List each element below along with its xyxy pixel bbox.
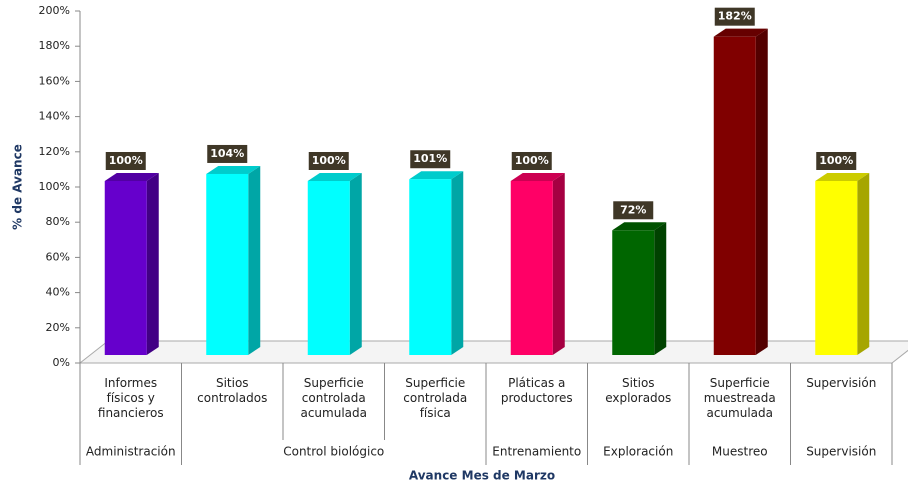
bar bbox=[510, 181, 553, 355]
bar-side bbox=[248, 165, 261, 355]
bar-side bbox=[146, 173, 159, 355]
value-label-box bbox=[511, 152, 552, 170]
bar-top bbox=[612, 222, 667, 231]
y-tick-label: 160% bbox=[39, 74, 70, 87]
x-tick-label-line: física bbox=[420, 406, 451, 420]
x-tick-label-line: acumulada bbox=[706, 406, 773, 420]
bar bbox=[612, 230, 655, 355]
y-tick-label: 80% bbox=[46, 215, 70, 228]
x-tick-label-line: explorados bbox=[605, 391, 671, 405]
x-tick-label-line: Superficie bbox=[405, 376, 465, 390]
y-tick-label: 200% bbox=[39, 4, 70, 17]
value-label: 100% bbox=[515, 154, 549, 167]
bar-top bbox=[815, 173, 870, 181]
bar bbox=[713, 36, 756, 356]
bar bbox=[206, 173, 249, 355]
value-label-box bbox=[714, 7, 755, 26]
bar-side bbox=[451, 171, 464, 355]
x-tick-label: Informes físicos y financieros bbox=[98, 376, 164, 420]
x-tick-label: Superficie controlada física bbox=[403, 376, 467, 420]
bar-top bbox=[713, 28, 768, 37]
x-tick-label: Pláticas a productores bbox=[501, 376, 573, 405]
value-label: 100% bbox=[312, 154, 346, 167]
group-label: Supervisión bbox=[806, 445, 876, 459]
bar-top bbox=[409, 171, 464, 180]
y-tick-label: 20% bbox=[46, 321, 70, 334]
y-tick-label: 40% bbox=[46, 286, 70, 299]
bar bbox=[104, 181, 147, 355]
x-tick-label: Sitios explorados bbox=[605, 376, 671, 405]
value-label: 100% bbox=[109, 154, 143, 167]
value-label-box bbox=[105, 152, 146, 170]
x-tick-label-line: controlados bbox=[197, 391, 267, 405]
value-label: 72% bbox=[620, 203, 646, 216]
value-label: 182% bbox=[718, 10, 752, 23]
floor bbox=[78, 340, 908, 364]
x-tick-label: Supervisión bbox=[806, 376, 876, 390]
x-tick-label-line: muestreada bbox=[704, 391, 776, 405]
y-tick-label: 120% bbox=[39, 145, 70, 158]
y-tick-label: 180% bbox=[39, 39, 70, 52]
bar-side bbox=[349, 173, 362, 355]
value-label: 100% bbox=[819, 154, 853, 167]
x-tick-label-line: financieros bbox=[98, 406, 164, 420]
x-tick-label-line: Pláticas a bbox=[508, 376, 565, 390]
bar-side bbox=[552, 173, 565, 355]
bar bbox=[815, 181, 858, 355]
group-label: Entrenamiento bbox=[492, 445, 581, 459]
bar-side bbox=[654, 222, 667, 355]
x-tick-label-line: controlada bbox=[302, 391, 366, 405]
x-tick-label-line: Sitios bbox=[622, 376, 655, 390]
bar bbox=[307, 181, 350, 355]
x-tick-label: Superficie controlada acumulada bbox=[300, 376, 367, 420]
x-tick-label-line: Sitios bbox=[216, 376, 249, 390]
y-axis-title: % de Avance bbox=[11, 144, 25, 230]
x-tick-label: Superficie muestreada acumulada bbox=[704, 376, 776, 420]
x-tick-label-line: Superficie bbox=[710, 376, 770, 390]
value-label-box bbox=[207, 144, 248, 163]
x-tick-label-line: físicos y bbox=[107, 391, 155, 405]
x-tick-label-line: Informes bbox=[104, 376, 157, 390]
group-label: Administración bbox=[86, 445, 176, 459]
group-label: Exploración bbox=[603, 445, 673, 459]
bar-top bbox=[104, 173, 159, 181]
x-tick-label-line: acumulada bbox=[300, 406, 367, 420]
value-label: 104% bbox=[210, 147, 244, 160]
group-label: Control biológico bbox=[283, 445, 384, 459]
bar-side bbox=[857, 173, 870, 355]
x-tick-label: Sitios controlados bbox=[197, 376, 267, 405]
bar-side bbox=[755, 28, 768, 356]
x-tick-label-line: Supervisión bbox=[806, 376, 876, 390]
x-tick-label-line: productores bbox=[501, 391, 573, 405]
y-tick-label: 140% bbox=[39, 110, 70, 123]
value-label-box bbox=[410, 150, 451, 169]
bar bbox=[409, 179, 452, 355]
value-label-box bbox=[613, 201, 654, 220]
bar-top bbox=[307, 173, 362, 181]
value-label-box bbox=[308, 152, 349, 170]
x-axis-title: Avance Mes de Marzo bbox=[409, 469, 555, 483]
bar-top bbox=[206, 165, 261, 174]
x-tick-label-line: controlada bbox=[403, 391, 467, 405]
bar-top bbox=[510, 173, 565, 181]
value-label: 101% bbox=[413, 152, 447, 165]
x-tick-label-line: Superficie bbox=[304, 376, 364, 390]
y-tick-label: 0% bbox=[53, 356, 70, 369]
group-label: Muestreo bbox=[712, 445, 768, 459]
y-tick-label: 60% bbox=[46, 250, 70, 263]
value-label-box bbox=[816, 152, 857, 170]
y-tick-label: 100% bbox=[39, 180, 70, 193]
